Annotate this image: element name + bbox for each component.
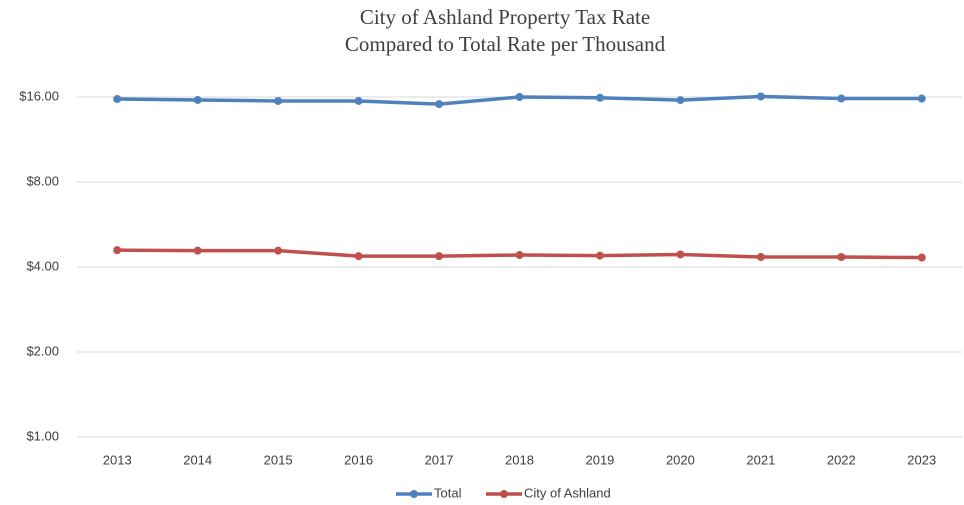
y-tick-label: $8.00 [26,173,59,188]
data-point [837,252,846,261]
data-point [595,251,604,260]
y-tick-label: $16.00 [19,88,59,103]
chart-title: Compared to Total Rate per Thousand [345,32,666,56]
legend-marker [410,490,418,498]
data-point [676,96,685,105]
data-point [354,96,363,105]
data-point [595,93,604,102]
data-point [917,94,926,103]
data-point [435,100,444,109]
data-point [193,95,202,104]
legend-marker [500,490,508,498]
x-tick-label: 2020 [666,452,695,467]
y-tick-label: $4.00 [26,258,59,273]
x-tick-label: 2013 [103,452,132,467]
data-point [756,92,765,101]
data-point [676,250,685,259]
data-point [515,251,524,260]
data-point [113,95,122,104]
x-tick-label: 2017 [425,452,454,467]
data-point [274,246,283,255]
x-tick-label: 2015 [264,452,293,467]
data-point [193,246,202,255]
data-point [274,96,283,105]
legend-label: City of Ashland [524,485,611,500]
y-tick-label: $2.00 [26,343,59,358]
y-tick-label: $1.00 [26,428,59,443]
data-point [354,252,363,261]
x-tick-label: 2019 [585,452,614,467]
data-point [756,252,765,261]
x-tick-label: 2021 [746,452,775,467]
data-point [515,93,524,101]
data-point [837,94,846,103]
legend-label: Total [434,485,462,500]
data-point [435,252,444,261]
chart-title: City of Ashland Property Tax Rate [360,5,650,29]
x-tick-label: 2016 [344,452,373,467]
data-point [917,253,926,262]
x-tick-label: 2022 [827,452,856,467]
x-tick-label: 2023 [907,452,936,467]
data-point [113,246,122,255]
x-tick-label: 2014 [183,452,212,467]
x-tick-label: 2018 [505,452,534,467]
